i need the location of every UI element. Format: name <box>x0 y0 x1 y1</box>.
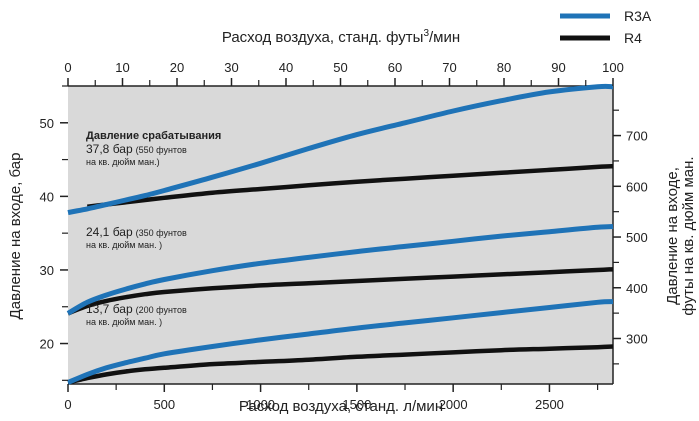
y2-tick-label-700: 700 <box>626 129 648 144</box>
series-line-r4-5 <box>67 344 614 385</box>
bottom-axis-title: Расход воздуха, станд. л/мин <box>239 398 443 415</box>
left-axis-title: Давление на входе, бар <box>7 153 24 320</box>
x2-tick-label-20: 20 <box>170 60 184 75</box>
x2-tick-label-30: 30 <box>224 60 238 75</box>
y-tick-label-30: 30 <box>40 263 54 278</box>
annotation-24-1-bar-note: на кв. дюйм ман. ) <box>86 240 162 250</box>
annotation-13-7-bar-note: на кв. дюйм ман. ) <box>86 317 162 327</box>
x2-tick-label-100: 100 <box>602 60 624 75</box>
x2-tick-label-40: 40 <box>279 60 293 75</box>
x-tick-label-500: 500 <box>153 397 175 412</box>
y2-tick-label-400: 400 <box>626 281 648 296</box>
right-axis-title-line1: Давление на входе, <box>664 167 681 305</box>
y-tick-label-50: 50 <box>40 116 54 131</box>
top-axis-title: Расход воздуха, станд. футы3/мин <box>222 28 460 46</box>
legend-label-r3a: R3A <box>624 8 652 24</box>
annotation-13-7-bar: 13,7 бар (200 фунтов <box>86 302 187 316</box>
x2-tick-label-50: 50 <box>333 60 347 75</box>
x-tick-label-0: 0 <box>64 397 71 412</box>
axis-layer: 0 500 1000 1500 2000 2500 0 10 20 30 40 50 60 70 80 90 1… <box>40 60 648 412</box>
annotation-header: Давление срабатывания <box>86 130 221 142</box>
series-line-r3a-2 <box>66 224 614 316</box>
series-line-r4-3 <box>67 266 614 316</box>
series-line-r4-1 <box>87 163 614 209</box>
x2-tick-label-10: 10 <box>115 60 129 75</box>
series-line-r3a-4 <box>67 299 614 385</box>
y2-tick-label-500: 500 <box>626 230 648 245</box>
y2-tick-label-300: 300 <box>626 331 648 346</box>
y2-tick-label-600: 600 <box>626 179 648 194</box>
annotation-24-1-bar: 24,1 бар (350 фунтов <box>86 225 187 239</box>
series-line-r3a-0 <box>67 83 614 216</box>
annotations: Давление срабатывания 37,8 бар (550 фунто… <box>86 130 221 327</box>
x2-tick-label-80: 80 <box>497 60 511 75</box>
x2-tick-label-70: 70 <box>442 60 456 75</box>
legend-label-r4: R4 <box>624 30 642 46</box>
x2-tick-label-0: 0 <box>64 60 71 75</box>
series-layer <box>66 83 614 385</box>
y-tick-label-40: 40 <box>40 189 54 204</box>
x-tick-label-2000: 2000 <box>439 397 468 412</box>
annotation-37-8-bar-note: на кв. дюйм ман.) <box>86 157 160 167</box>
x2-tick-label-60: 60 <box>388 60 402 75</box>
x-tick-label-1000: 1000 <box>246 397 275 412</box>
annotation-37-8-bar: 37,8 бар (550 фунтов <box>86 142 187 156</box>
x-tick-label-1500: 1500 <box>342 397 371 412</box>
legend: R3A R4 <box>560 8 652 46</box>
right-axis-title-line2: футы на кв. дюйм ман. <box>680 156 697 315</box>
y-tick-label-20: 20 <box>40 337 54 352</box>
x2-tick-label-90: 90 <box>551 60 565 75</box>
x-tick-label-2500: 2500 <box>535 397 564 412</box>
